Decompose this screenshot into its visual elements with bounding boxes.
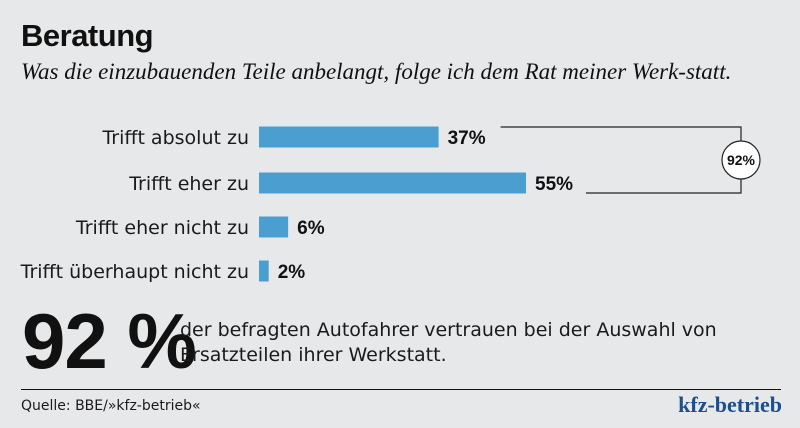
value-label: 55% (535, 174, 573, 195)
value-label: 6% (297, 218, 325, 239)
category-label: Trifft überhaupt nicht zu (20, 261, 249, 283)
footer-divider (21, 389, 781, 390)
bar-chart: Trifft absolut zu 37% Trifft eher zu 55% Tri… (20, 126, 761, 283)
bar (259, 260, 269, 282)
category-label: Trifft absolut zu (101, 127, 249, 149)
sum-label: 92% (727, 152, 756, 168)
chart-title: Beratung (21, 18, 154, 53)
value-label: 37% (448, 128, 486, 149)
category-label: Trifft eher nicht zu (75, 217, 249, 239)
chart-subtitle: Was die einzubauenden Teile anbelangt, f… (21, 59, 732, 84)
bar (259, 216, 289, 238)
sum-circle (721, 140, 761, 180)
highlight-number: 92 % (22, 297, 197, 385)
source-note: Quelle: BBE/»kfz-betrieb« (21, 398, 201, 414)
highlight-text: der befragten Autofahrer vertrauen bei d… (180, 319, 717, 366)
value-label: 2% (278, 262, 306, 283)
bar (259, 172, 526, 194)
kfz-betrieb-logo: kfz-betrieb (678, 392, 782, 417)
bar (259, 126, 439, 148)
category-label: Trifft eher zu (128, 173, 249, 195)
